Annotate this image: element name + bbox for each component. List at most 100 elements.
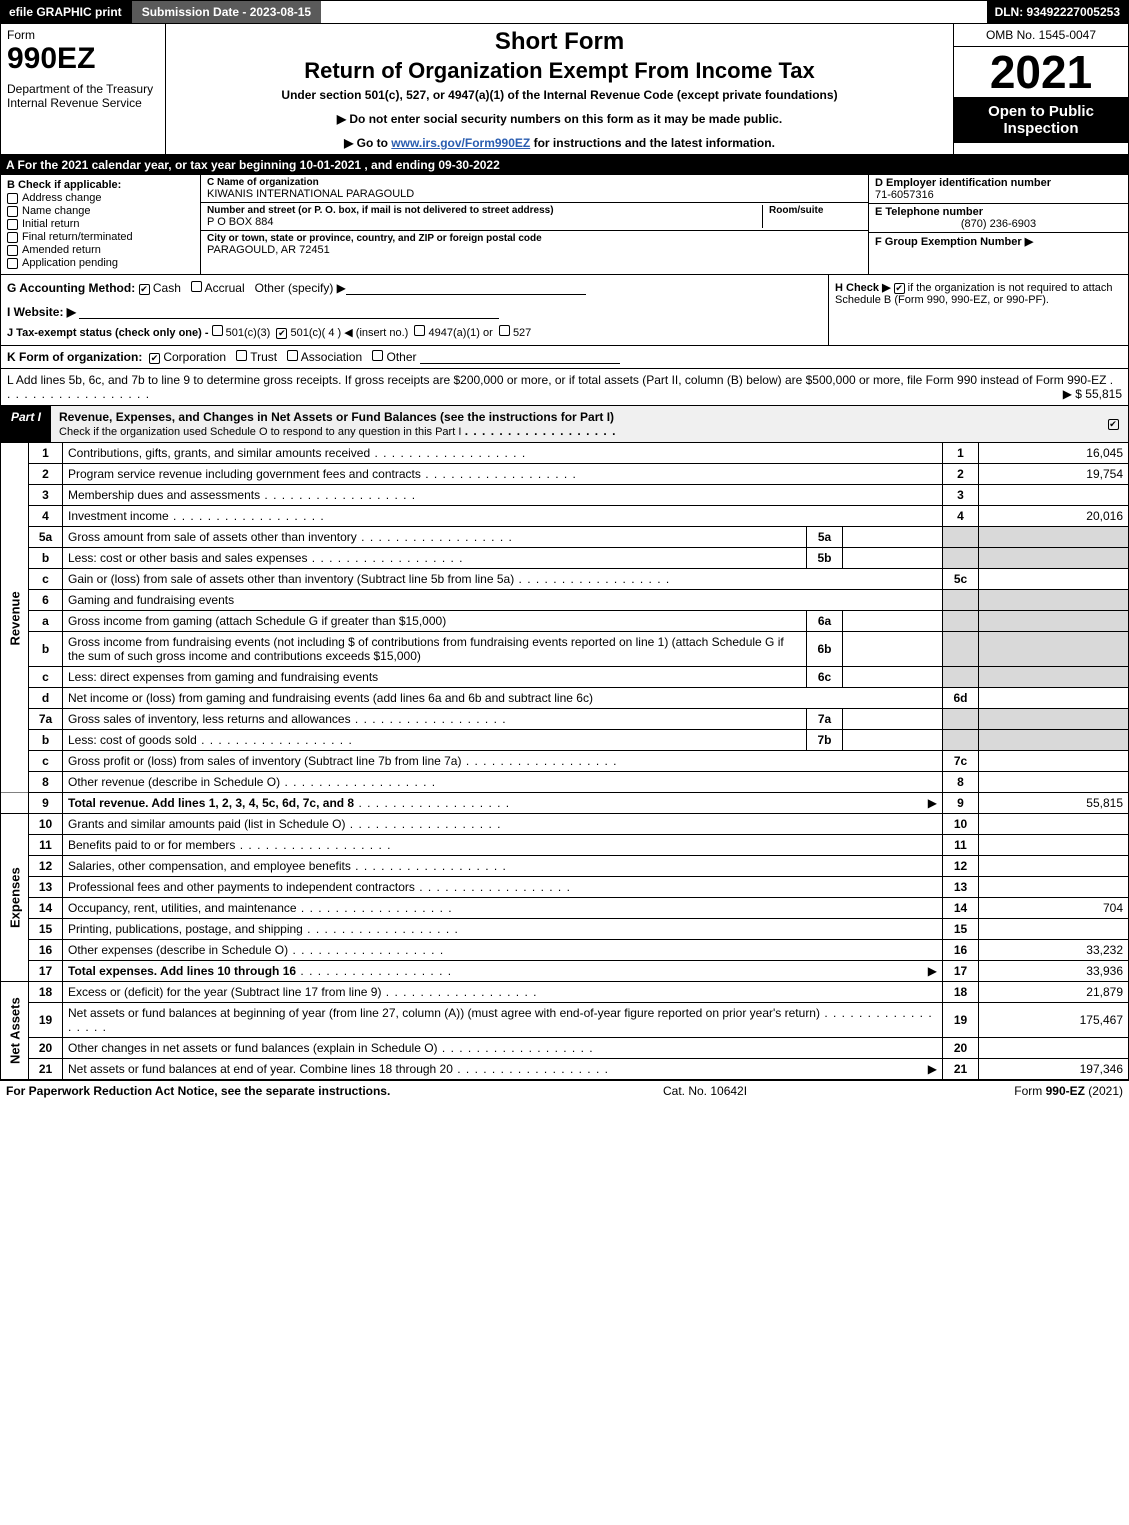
line-1: Revenue 1 Contributions, gifts, grants, … xyxy=(1,443,1129,464)
line-num: b xyxy=(29,548,63,569)
line-amt xyxy=(979,856,1129,877)
chk-address-change[interactable]: Address change xyxy=(7,192,194,204)
line-6c: c Less: direct expenses from gaming and … xyxy=(1,667,1129,688)
i-row: I Website: ▶ xyxy=(7,305,822,319)
line-amt xyxy=(979,1038,1129,1059)
line-2: 2 Program service revenue including gove… xyxy=(1,464,1129,485)
line-rn: 2 xyxy=(943,464,979,485)
dots xyxy=(345,817,501,831)
line-10: Expenses 10 Grants and similar amounts p… xyxy=(1,814,1129,835)
desc-text: Other expenses (describe in Schedule O) xyxy=(68,943,288,957)
efile-label[interactable]: efile GRAPHIC print xyxy=(1,1,130,23)
f-label: F Group Exemption Number ▶ xyxy=(875,236,1033,248)
line-amt xyxy=(979,527,1129,548)
line-6b: b Gross income from fundraising events (… xyxy=(1,632,1129,667)
line-desc: Other expenses (describe in Schedule O) xyxy=(63,940,943,961)
desc-text: Investment income xyxy=(68,509,169,523)
top-bar: efile GRAPHIC print Submission Date - 20… xyxy=(0,0,1129,24)
header-right: OMB No. 1545-0047 2021 Open to Public In… xyxy=(953,24,1128,154)
checkbox-icon[interactable] xyxy=(414,325,425,336)
line-amt xyxy=(979,814,1129,835)
line-amt xyxy=(979,772,1129,793)
j-501c: 501(c)( 4 ) ◀ (insert no.) xyxy=(290,327,408,339)
chk-final-return[interactable]: Final return/terminated xyxy=(7,231,194,243)
chk-label: Name change xyxy=(22,205,91,217)
checkbox-icon xyxy=(7,219,18,230)
line-desc: Excess or (deficit) for the year (Subtra… xyxy=(63,982,943,1003)
desc-text: Benefits paid to or for members xyxy=(68,838,235,852)
org-name: KIWANIS INTERNATIONAL PARAGOULD xyxy=(207,188,862,200)
line-13: 13 Professional fees and other payments … xyxy=(1,877,1129,898)
line-rn xyxy=(943,632,979,667)
dots xyxy=(297,901,453,915)
line-rn: 16 xyxy=(943,940,979,961)
website-line[interactable] xyxy=(79,305,499,319)
part-i-table: Revenue 1 Contributions, gifts, grants, … xyxy=(0,443,1129,1080)
sub-num: 6b xyxy=(807,632,843,667)
chk-application-pending[interactable]: Application pending xyxy=(7,257,194,269)
desc-text: Less: cost or other basis and sales expe… xyxy=(68,551,307,565)
j-527: 527 xyxy=(513,327,531,339)
sub-num: 5b xyxy=(807,548,843,569)
line-desc: Net assets or fund balances at end of ye… xyxy=(63,1059,943,1080)
box-b: B Check if applicable: Address change Na… xyxy=(1,175,201,274)
omb-number: OMB No. 1545-0047 xyxy=(954,24,1128,47)
chk-amended-return[interactable]: Amended return xyxy=(7,244,194,256)
desc-text: Salaries, other compensation, and employ… xyxy=(68,859,351,873)
line-desc: Salaries, other compensation, and employ… xyxy=(63,856,943,877)
j-501c3: 501(c)(3) xyxy=(226,327,271,339)
checkbox-icon[interactable] xyxy=(894,283,905,294)
line-16: 16 Other expenses (describe in Schedule … xyxy=(1,940,1129,961)
g-accrual: Accrual xyxy=(205,281,245,295)
checkbox-icon[interactable] xyxy=(212,325,223,336)
line-rn xyxy=(943,730,979,751)
line-amt xyxy=(979,688,1129,709)
footer-formref: Form 990-EZ (2021) xyxy=(923,1084,1123,1098)
line-desc: Membership dues and assessments xyxy=(63,485,943,506)
street-value: P O BOX 884 xyxy=(207,216,762,228)
open-to-public: Open to Public Inspection xyxy=(954,97,1128,143)
desc-text: Membership dues and assessments xyxy=(68,488,260,502)
g-other-line[interactable] xyxy=(346,281,586,295)
checkbox-icon[interactable] xyxy=(499,325,510,336)
irs-link[interactable]: www.irs.gov/Form990EZ xyxy=(391,136,530,150)
chk-label: Initial return xyxy=(22,218,79,230)
line-desc: Gross profit or (loss) from sales of inv… xyxy=(63,751,943,772)
line-amt xyxy=(979,485,1129,506)
line-desc: Investment income xyxy=(63,506,943,527)
line-amt: 33,232 xyxy=(979,940,1129,961)
k-corp: Corporation xyxy=(163,350,226,364)
line-amt: 197,346 xyxy=(979,1059,1129,1080)
ghij-block: G Accounting Method: Cash Accrual Other … xyxy=(0,275,1129,346)
checkbox-icon[interactable] xyxy=(236,350,247,361)
line-num: 17 xyxy=(29,961,63,982)
line-desc: Benefits paid to or for members xyxy=(63,835,943,856)
checkbox-icon[interactable] xyxy=(191,281,202,292)
dots xyxy=(421,467,577,481)
form-word: Form xyxy=(7,28,159,42)
city-value: PARAGOULD, AR 72451 xyxy=(207,244,862,256)
side-net-assets: Net Assets xyxy=(1,982,29,1080)
chk-label: Address change xyxy=(22,192,102,204)
checkbox-icon[interactable] xyxy=(149,353,160,364)
checkbox-icon[interactable] xyxy=(276,328,287,339)
footer-left: For Paperwork Reduction Act Notice, see … xyxy=(6,1084,663,1098)
h-label: H Check ▶ xyxy=(835,282,891,294)
sub-val xyxy=(843,730,943,751)
desc-text: Gross sales of inventory, less returns a… xyxy=(68,712,351,726)
checkbox-icon[interactable] xyxy=(287,350,298,361)
arrow-icon: ▶ xyxy=(928,1062,937,1076)
l-row: L Add lines 5b, 6c, and 7b to line 9 to … xyxy=(0,369,1129,406)
goto-post: for instructions and the latest informat… xyxy=(530,136,775,150)
checkbox-icon[interactable] xyxy=(372,350,383,361)
topbar-spacer xyxy=(321,1,986,23)
chk-name-change[interactable]: Name change xyxy=(7,205,194,217)
k-other-line[interactable] xyxy=(420,350,620,364)
line-rn xyxy=(943,590,979,611)
line-num: 20 xyxy=(29,1038,63,1059)
checkbox-icon[interactable] xyxy=(139,284,150,295)
chk-initial-return[interactable]: Initial return xyxy=(7,218,194,230)
row-a-tax-year: A For the 2021 calendar year, or tax yea… xyxy=(0,155,1129,175)
footer-form-post: (2021) xyxy=(1085,1084,1123,1098)
part-i-checkbox[interactable] xyxy=(1098,406,1128,442)
